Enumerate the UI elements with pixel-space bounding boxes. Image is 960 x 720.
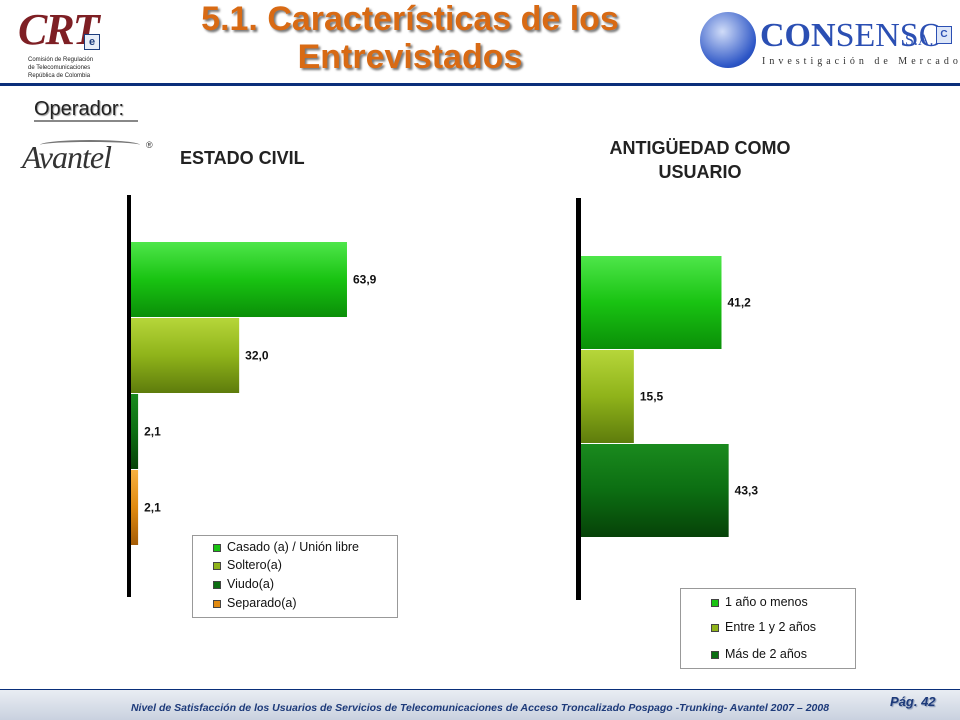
legend-swatch-casado <box>213 543 221 552</box>
legend-label-viudo: Viudo(a) <box>227 577 275 591</box>
consenso-tagline: Investigación de Mercados <box>762 56 960 67</box>
chart-title-antiguedad-line-2: USUARIO <box>658 162 742 182</box>
bar-label-0-1: 32,0 <box>245 349 269 363</box>
legend-label-casado: Casado (a) / Unión libre <box>227 540 360 554</box>
consenso-logo: CONSENSO S.A. C Investigación de Mercado… <box>700 8 960 78</box>
bar-label-1-0: 41,2 <box>727 296 751 310</box>
footer-text: Nivel de Satisfacción de los Usuarios de… <box>130 702 830 714</box>
legend-label-1-2-anos: Entre 1 y 2 años <box>725 620 817 634</box>
chart-title-estado-civil: ESTADO CIVIL <box>180 148 305 168</box>
consenso-suffix: S.A. <box>905 32 934 49</box>
consenso-logo-name: CONSENSO <box>760 18 943 54</box>
page-title-line-2: Entrevistados <box>297 38 523 76</box>
operator-underline <box>34 120 138 122</box>
consenso-name-bold: CON <box>760 17 836 54</box>
legend-item: Soltero(a) <box>213 558 282 572</box>
consenso-name-rest: SENSO <box>835 17 944 54</box>
legend-swatch-mas-2-anos <box>711 650 719 659</box>
page-number: Pág. 42 <box>890 694 936 709</box>
bar-label-1-1: 15,5 <box>640 390 664 404</box>
legend-swatch-soltero <box>213 561 221 570</box>
avantel-logo-swoosh <box>40 140 140 150</box>
bar-0-2 <box>131 394 139 469</box>
chart-antiguedad-axis <box>576 198 581 600</box>
legend-swatch-1-2-anos <box>711 623 719 632</box>
chart-estado-civil-axis <box>127 195 131 597</box>
consenso-globe-icon <box>700 12 756 68</box>
legend-label-separado: Separado(a) <box>227 596 297 610</box>
consenso-mini-logo: C <box>936 26 952 44</box>
legend-antiguedad: 1 año o menos Entre 1 y 2 años Más de 2 … <box>680 588 856 669</box>
bar-label-0-3: 2,1 <box>144 501 161 515</box>
crt-logo-e-box: e <box>84 34 100 50</box>
footer-bar <box>0 690 960 720</box>
legend-item: Más de 2 años <box>711 647 807 661</box>
bar-1-2 <box>581 444 729 537</box>
legend-item: Entre 1 y 2 años <box>711 620 816 634</box>
legend-swatch-separado <box>213 599 221 608</box>
legend-item: Viudo(a) <box>213 577 274 591</box>
crt-logo-line-1: Comisión de Regulación <box>28 57 94 63</box>
bar-0-0 <box>131 242 347 317</box>
legend-estado-civil: Casado (a) / Unión libre Soltero(a) Viud… <box>192 535 398 618</box>
crt-logo: CRT e Comisión de Regulación de Telecomu… <box>18 8 128 86</box>
legend-item: Separado(a) <box>213 596 297 610</box>
bar-1-1 <box>581 350 634 443</box>
crt-logo-line-3: República de Colombia <box>28 73 91 79</box>
bar-label-1-2: 43,3 <box>735 484 759 498</box>
page-title-line-1: 5.1. Características de los <box>201 0 619 38</box>
legend-item: 1 año o menos <box>711 595 808 609</box>
crt-logo-line-2: de Telecomunicaciones <box>28 65 91 71</box>
bar-1-0 <box>581 256 722 349</box>
legend-label-mas-2-anos: Más de 2 años <box>725 647 807 661</box>
bar-label-0-0: 63,9 <box>353 273 377 287</box>
legend-item: Casado (a) / Unión libre <box>213 540 359 554</box>
avantel-logo: Avantel <box>22 139 112 175</box>
header-divider <box>0 83 960 86</box>
legend-label-soltero: Soltero(a) <box>227 558 282 572</box>
legend-swatch-viudo <box>213 580 221 589</box>
bar-0-1 <box>131 318 240 393</box>
legend-label-1-ano: 1 año o menos <box>725 595 808 609</box>
bar-0-3 <box>131 470 139 545</box>
operator-label: Operador: <box>34 98 125 120</box>
page-title: 5.1. Características de los Entrevistado… <box>150 0 670 76</box>
bar-label-0-2: 2,1 <box>144 425 161 439</box>
chart-title-antiguedad: ANTIGÜEDAD COMO USUARIO <box>560 136 840 184</box>
chart-title-antiguedad-line-1: ANTIGÜEDAD COMO <box>609 138 791 158</box>
legend-swatch-1-ano <box>711 598 719 607</box>
avantel-registered-mark: ® <box>146 140 153 150</box>
